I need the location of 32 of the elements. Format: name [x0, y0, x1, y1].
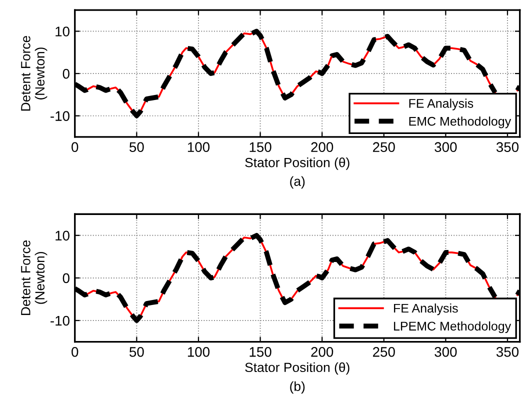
- x-tick-label: 200: [311, 347, 334, 357]
- y-tick-label: 10: [56, 230, 70, 241]
- x-tick-label: 250: [372, 347, 395, 357]
- x-tick-label: 50: [130, 347, 144, 357]
- legend-label: LPEMC Methodology: [394, 321, 512, 334]
- x-tick-label: 0: [72, 347, 78, 357]
- legend-label: FE Analysis: [394, 303, 458, 316]
- x-axis-title: Stator Position (θ): [245, 158, 350, 170]
- text: (a): [290, 176, 305, 189]
- x-tick-label: 50: [130, 142, 144, 152]
- y-axis-title: Detent Force (Newton): [21, 36, 48, 111]
- y-tick-label: 10: [56, 26, 70, 36]
- y-tick-label: 0: [62, 68, 70, 79]
- y-tick-label: -10: [50, 316, 70, 326]
- x-tick-label: 350: [496, 347, 519, 357]
- x-tick-label: 150: [250, 142, 272, 152]
- x-tick-label: 150: [250, 347, 272, 357]
- x-axis-title: Stator Position (θ): [245, 362, 350, 375]
- x-tick-label: 300: [434, 142, 457, 152]
- y-tick-label: 0: [62, 273, 70, 284]
- x-tick-label: 200: [311, 142, 334, 152]
- legend-label: FE Analysis: [409, 98, 474, 110]
- x-tick-label: 100: [188, 142, 210, 152]
- x-tick-label: 300: [434, 347, 457, 357]
- x-tick-label: 250: [372, 142, 395, 152]
- text: (b): [290, 381, 305, 394]
- x-tick-label: 0: [72, 142, 78, 152]
- y-axis-title: Detent Force (Newton): [21, 240, 48, 315]
- y-tick-label: -10: [50, 111, 70, 121]
- x-tick-label: 100: [188, 347, 210, 357]
- legend-label: EMC Methodology: [409, 116, 512, 128]
- x-tick-label: 350: [496, 142, 519, 152]
